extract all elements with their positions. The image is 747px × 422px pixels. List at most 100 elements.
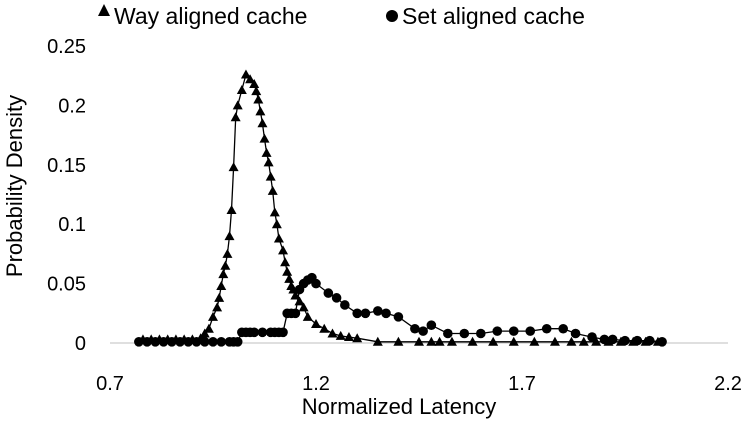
series-set-aligned	[134, 272, 667, 347]
data-point-circle	[393, 312, 404, 322]
data-point-triangle	[273, 233, 284, 243]
legend-label-set-aligned: Set aligned cache	[402, 3, 585, 29]
data-point-triangle	[255, 106, 266, 116]
data-point-circle	[525, 326, 536, 336]
legend-label-way-aligned: Way aligned cache	[114, 3, 307, 29]
data-point-circle	[360, 308, 371, 319]
data-point-circle	[426, 320, 437, 330]
data-point-triangle	[230, 112, 241, 122]
y-tick-label: 0.2	[58, 95, 86, 117]
legend-item-way-aligned: Way aligned cache	[98, 3, 307, 29]
data-point-circle	[290, 308, 301, 319]
data-point-triangle	[269, 207, 280, 217]
data-point-circle	[216, 337, 227, 347]
data-point-triangle	[282, 266, 293, 276]
data-point-circle	[352, 308, 363, 319]
data-point-circle	[508, 326, 519, 336]
data-point-circle	[418, 326, 428, 336]
data-point-circle	[167, 337, 177, 347]
data-point-circle	[175, 337, 185, 347]
data-point-triangle	[298, 302, 309, 312]
data-point-triangle	[327, 328, 338, 338]
data-point-circle	[232, 337, 243, 347]
data-point-triangle	[302, 311, 313, 321]
data-point-triangle	[319, 323, 330, 333]
x-tick-label: 1.7	[508, 373, 536, 395]
data-point-circle	[340, 300, 350, 310]
y-tick-labels: 0 0.05 0.1 0.15 0.2 0.25	[47, 36, 86, 355]
series-layer	[134, 69, 667, 347]
y-tick-label: 0.05	[47, 274, 86, 296]
data-point-triangle	[372, 336, 383, 346]
x-axis-title: Normalized Latency	[302, 394, 496, 419]
data-point-circle	[249, 327, 259, 338]
data-point-circle	[620, 335, 630, 346]
data-point-triangle	[224, 231, 235, 241]
data-point-circle	[587, 332, 597, 342]
data-point-triangle	[263, 157, 274, 167]
data-point-triangle	[434, 336, 445, 346]
data-point-triangle	[259, 133, 270, 143]
data-point-circle	[381, 308, 391, 319]
data-point-circle	[657, 337, 667, 347]
data-point-circle	[459, 328, 470, 339]
data-point-triangle	[212, 302, 223, 312]
data-point-circle	[476, 328, 486, 339]
data-point-triangle	[261, 147, 272, 157]
data-point-circle	[541, 323, 552, 334]
data-point-circle	[257, 327, 268, 338]
data-point-triangle	[216, 280, 227, 290]
legend: Way aligned cache Set aligned cache	[98, 3, 585, 29]
data-point-circle	[278, 327, 288, 338]
data-point-triangle	[278, 245, 289, 255]
y-axis-title: Probability Density	[2, 95, 27, 277]
data-point-triangle	[240, 69, 251, 79]
data-point-circle	[632, 335, 643, 346]
y-tick-label: 0	[75, 333, 86, 355]
data-point-circle	[142, 337, 152, 347]
data-point-circle	[331, 293, 342, 303]
data-point-triangle	[566, 336, 577, 346]
y-tick-label: 0.15	[47, 155, 86, 177]
data-point-circle	[199, 337, 210, 347]
data-point-circle	[492, 326, 503, 336]
data-point-triangle	[578, 336, 589, 346]
data-point-triangle	[549, 336, 560, 346]
data-point-circle	[191, 337, 202, 347]
legend-triangle-marker	[98, 4, 110, 16]
data-point-circle	[323, 288, 334, 298]
data-point-circle	[558, 323, 568, 334]
plot-area: 0 0.05 0.1 0.15 0.2 0.25 0.7 1.2 1.7 2.2	[47, 36, 742, 395]
data-point-circle	[443, 328, 453, 339]
data-point-triangle	[529, 336, 540, 346]
data-point-triangle	[467, 336, 478, 346]
data-point-circle	[644, 335, 655, 346]
data-point-triangle	[199, 328, 210, 338]
data-point-triangle	[253, 94, 264, 104]
data-point-triangle	[508, 336, 519, 346]
data-point-triangle	[343, 332, 354, 342]
data-point-triangle	[393, 336, 404, 346]
data-point-circle	[158, 337, 169, 347]
data-point-triangle	[257, 118, 268, 128]
data-point-triangle	[335, 330, 346, 340]
data-point-triangle	[214, 292, 225, 302]
x-tick-label: 1.2	[302, 373, 330, 395]
data-point-triangle	[208, 311, 218, 321]
data-point-triangle	[226, 204, 237, 214]
data-point-circle	[183, 337, 194, 347]
data-point-circle	[599, 334, 610, 345]
data-point-triangle	[591, 336, 602, 346]
data-point-triangle	[218, 269, 229, 279]
data-point-triangle	[222, 248, 233, 258]
data-point-triangle	[311, 318, 321, 328]
data-point-triangle	[232, 100, 243, 110]
data-point-circle	[208, 337, 218, 347]
data-point-circle	[150, 337, 161, 347]
legend-circle-marker	[386, 10, 398, 22]
data-point-triangle	[446, 336, 457, 346]
data-point-circle	[570, 328, 581, 339]
data-point-triangle	[271, 219, 282, 229]
y-tick-label: 0.25	[47, 36, 86, 58]
